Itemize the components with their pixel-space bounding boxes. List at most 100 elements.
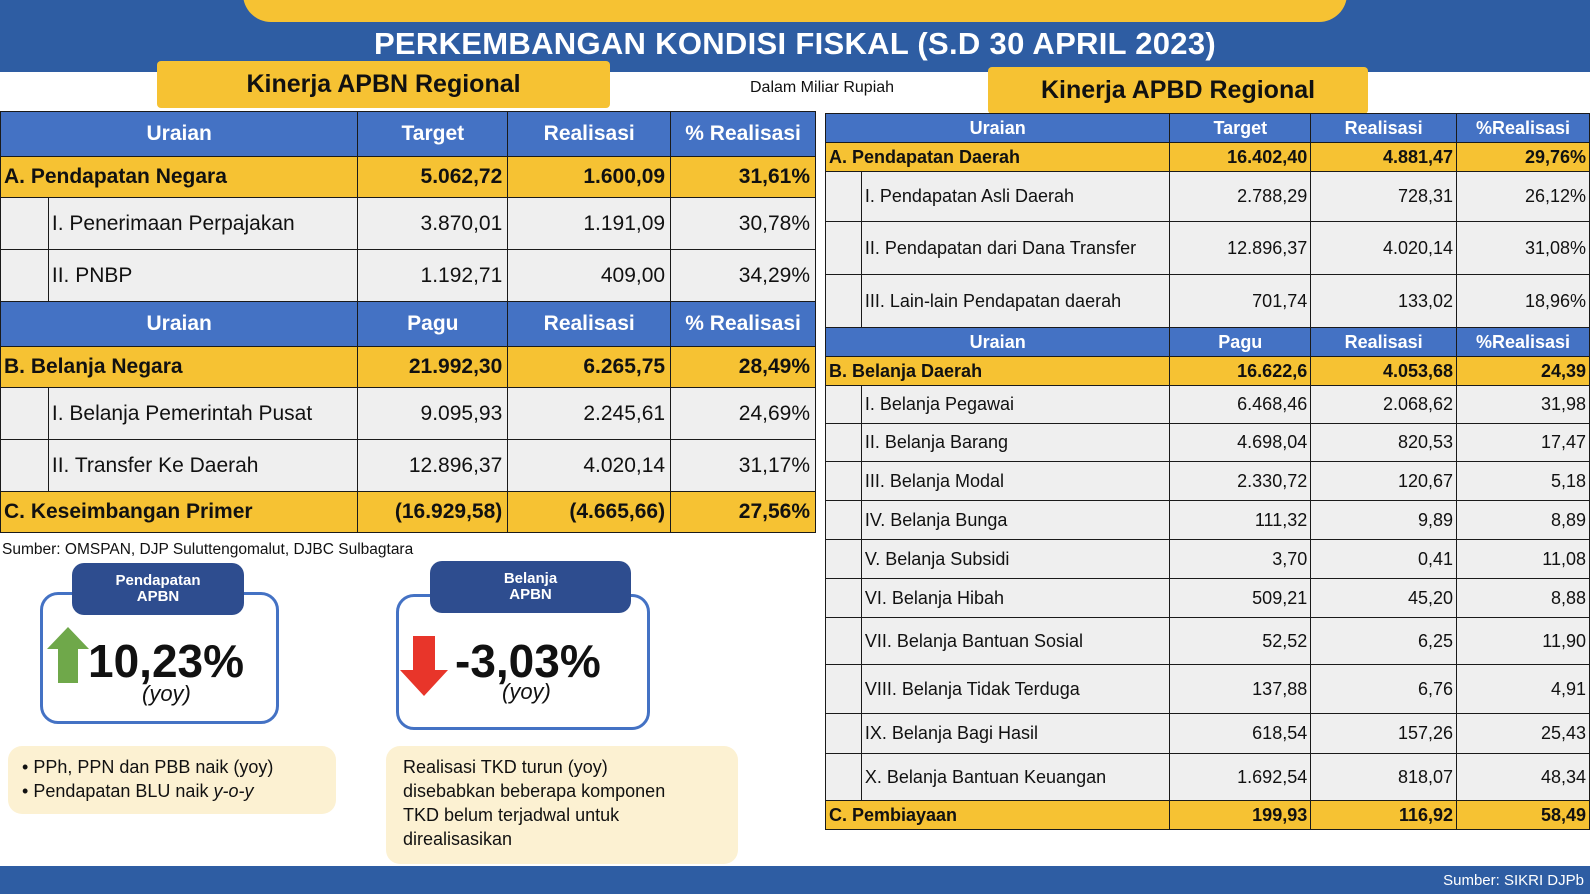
row-pct: 28,49% — [670, 346, 816, 388]
row-pct: 24,69% — [670, 387, 816, 440]
row-pct: 11,08 — [1456, 539, 1590, 579]
row-target: 701,74 — [1169, 274, 1312, 328]
table-row: VI. Belanja Hibah 509,21 45,20 8,88 — [825, 578, 1590, 618]
kpi-pendapatan-yoy: (yoy) — [142, 681, 191, 706]
row-realisasi: 4.020,14 — [1310, 221, 1458, 275]
row-pct: 29,76% — [1456, 142, 1590, 172]
table-row: I. Pendapatan Asli Daerah 2.788,29 728,3… — [825, 171, 1590, 222]
tag-line: APBN — [509, 586, 552, 603]
apbd-header-row-2: Uraian Pagu Realisasi %Realisasi — [824, 327, 1590, 357]
table-row: IX. Belanja Bagi Hasil 618,54 157,26 25,… — [825, 713, 1590, 754]
pembiayaan-row: C. Pembiayaan 199,93 116,92 58,49 — [824, 800, 1590, 830]
row-label: I. Belanja Pegawai — [860, 385, 1171, 424]
row-label: C. Keseimbangan Primer — [0, 491, 359, 533]
table-row: VIII. Belanja Tidak Terduga 137,88 6,76 … — [825, 664, 1590, 714]
row-pct: 4,91 — [1456, 664, 1590, 714]
row-realisasi: 4.020,14 — [507, 439, 672, 492]
row-label: I. Belanja Pemerintah Pusat — [47, 387, 359, 440]
col-uraian: Uraian — [0, 111, 359, 157]
row-realisasi: 6,25 — [1310, 617, 1458, 665]
row-realisasi: 4.881,47 — [1310, 142, 1458, 172]
bottom-banner — [0, 866, 1590, 894]
row-pagu: 9.095,93 — [357, 387, 509, 440]
row-pct: 31,98 — [1456, 385, 1590, 424]
row-label: A. Pendapatan Daerah — [824, 142, 1171, 172]
row-label: III. Lain-lain Pendapatan daerah — [860, 274, 1171, 328]
row-realisasi: 120,67 — [1310, 461, 1458, 501]
apbd-section-title: Kinerja APBD Regional — [988, 67, 1368, 114]
col-pct: %Realisasi — [1456, 113, 1590, 143]
row-pct: 31,17% — [670, 439, 816, 492]
col-realisasi: Realisasi — [1310, 327, 1458, 357]
row-pct: 31,61% — [670, 156, 816, 198]
kpi-belanja-value: -3,03% — [455, 635, 601, 687]
keseimbangan-primer-row: C. Keseimbangan Primer (16.929,58) (4.66… — [0, 491, 816, 533]
col-realisasi: Realisasi — [1310, 113, 1458, 143]
row-pct: 34,29% — [670, 249, 816, 302]
table-row: X. Belanja Bantuan Keuangan 1.692,54 818… — [825, 753, 1590, 801]
row-label: III. Belanja Modal — [860, 461, 1171, 501]
table-row: III. Lain-lain Pendapatan daerah 701,74 … — [825, 274, 1590, 328]
row-label: B. Belanja Daerah — [824, 356, 1171, 386]
row-pagu: (16.929,58) — [357, 491, 509, 533]
row-realisasi: 157,26 — [1310, 713, 1458, 754]
footer-source: Sumber: SIKRI DJPb — [1443, 872, 1584, 889]
table-row: II. Belanja Barang 4.698,04 820,53 17,47 — [825, 423, 1590, 462]
row-target: 1.192,71 — [357, 249, 509, 302]
row-realisasi: 0,41 — [1310, 539, 1458, 579]
row-pagu: 111,32 — [1169, 500, 1312, 540]
row-pct: 48,34 — [1456, 753, 1590, 801]
table-row: I. Belanja Pemerintah Pusat 9.095,93 2.2… — [0, 387, 816, 440]
note-line: disebabkan beberapa komponen — [403, 781, 666, 801]
row-pct: 25,43 — [1456, 713, 1590, 754]
table-row: II. PNBP 1.192,71 409,00 34,29% — [0, 249, 816, 302]
kpi-belanja-yoy: (yoy) — [502, 679, 551, 704]
row-pct: 31,08% — [1456, 221, 1590, 275]
kpi-pendapatan-tag: Pendapatan APBN — [72, 563, 244, 615]
belanja-notes: Realisasi TKD turun (yoy) disebabkan beb… — [386, 746, 738, 864]
arrow-up-icon — [47, 627, 89, 683]
row-pct: 30,78% — [670, 197, 816, 250]
pendapatan-daerah-row: A. Pendapatan Daerah 16.402,40 4.881,47 … — [824, 142, 1590, 172]
row-pagu: 618,54 — [1169, 713, 1312, 754]
pendapatan-notes: • PPh, PPN dan PBB naik (yoy) • Pendapat… — [8, 746, 336, 814]
row-realisasi: 818,07 — [1310, 753, 1458, 801]
table-row: III. Belanja Modal 2.330,72 120,67 5,18 — [825, 461, 1590, 501]
col-uraian: Uraian — [824, 327, 1171, 357]
tag-line: APBN — [136, 588, 180, 605]
col-realisasi: Realisasi — [507, 111, 672, 157]
note-line: direalisasikan — [403, 829, 513, 849]
row-pagu: 4.698,04 — [1169, 423, 1312, 462]
kpi-belanja-tag: Belanja APBN — [430, 561, 631, 613]
row-pct: 17,47 — [1456, 423, 1590, 462]
col-target: Target — [1169, 113, 1312, 143]
row-pct: 24,39 — [1456, 356, 1590, 386]
pendapatan-negara-row: A. Pendapatan Negara 5.062,72 1.600,09 3… — [0, 156, 816, 198]
row-label: X. Belanja Bantuan Keuangan — [860, 753, 1171, 801]
row-realisasi: 2.245,61 — [507, 387, 672, 440]
col-pct: % Realisasi — [670, 301, 816, 347]
table-row: I. Penerimaan Perpajakan 3.870,01 1.191,… — [0, 197, 816, 250]
apbn-table: Uraian Target Realisasi % Realisasi A. P… — [0, 111, 816, 533]
row-pct: 18,96% — [1456, 274, 1590, 328]
list-item: • PPh, PPN dan PBB naik (yoy) — [22, 757, 274, 777]
row-pct: 58,49 — [1456, 800, 1590, 830]
belanja-negara-row: B. Belanja Negara 21.992,30 6.265,75 28,… — [0, 346, 816, 388]
apbd-table: Uraian Target Realisasi %Realisasi A. Pe… — [824, 113, 1590, 830]
tag-line: Belanja — [503, 570, 558, 587]
row-realisasi: 9,89 — [1310, 500, 1458, 540]
row-target: 12.896,37 — [1169, 221, 1312, 275]
unit-note: Dalam Miliar Rupiah — [750, 79, 895, 96]
row-label: A. Pendapatan Negara — [0, 156, 359, 198]
col-pagu: Pagu — [357, 301, 509, 347]
row-label: VIII. Belanja Tidak Terduga — [860, 664, 1171, 714]
row-realisasi: 6.265,75 — [507, 346, 672, 388]
row-label: II. Pendapatan dari Dana Transfer — [860, 221, 1171, 275]
row-target: 16.402,40 — [1169, 142, 1312, 172]
apbd-header-row: Uraian Target Realisasi %Realisasi — [824, 113, 1590, 143]
row-label: II. Belanja Barang — [860, 423, 1171, 462]
row-realisasi: 1.600,09 — [507, 156, 672, 198]
row-pagu: 1.692,54 — [1169, 753, 1312, 801]
row-pagu: 137,88 — [1169, 664, 1312, 714]
table-row: I. Belanja Pegawai 6.468,46 2.068,62 31,… — [825, 385, 1590, 424]
